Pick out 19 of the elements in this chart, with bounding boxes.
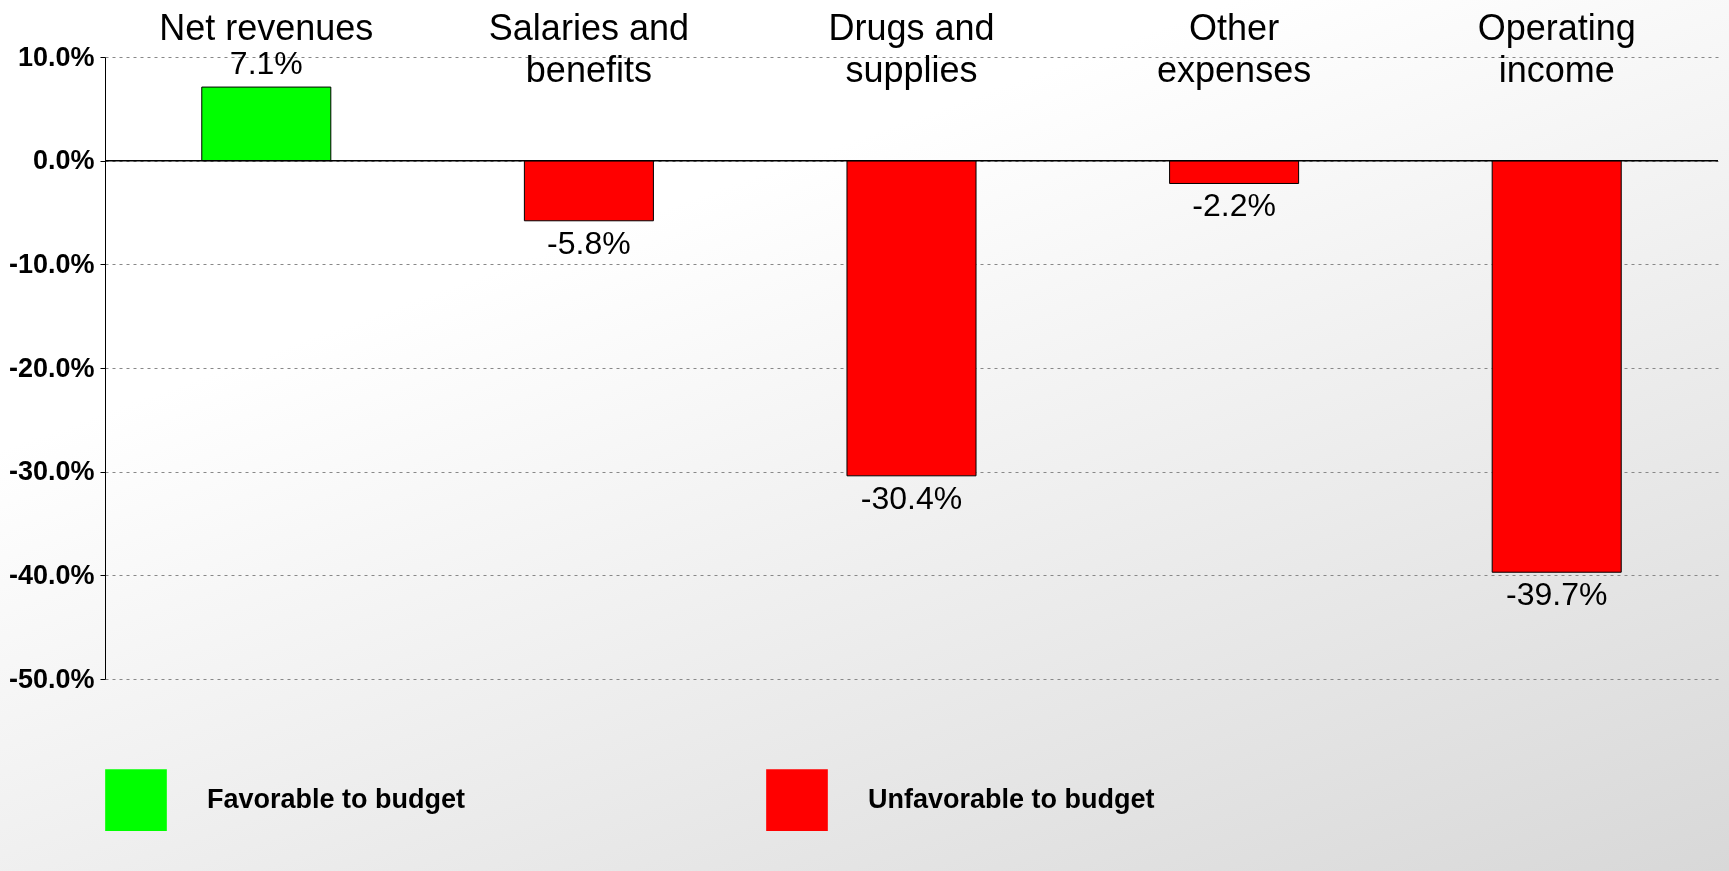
x-tick-label: Other expenses bbox=[1157, 6, 1312, 90]
x-tick-label: Net revenues bbox=[159, 6, 374, 48]
data-label: -30.4% bbox=[860, 479, 963, 516]
x-tick-label: Salaries and benefits bbox=[488, 6, 689, 90]
x-tick-label: Operating income bbox=[1477, 6, 1636, 90]
y-tick-label: -40.0% bbox=[8, 559, 95, 590]
data-label: -2.2% bbox=[1192, 187, 1276, 224]
legend-label: Favorable to budget bbox=[207, 784, 466, 815]
y-tick-label: -10.0% bbox=[8, 248, 95, 279]
data-label: -5.8% bbox=[547, 224, 631, 261]
y-tick-label: 0.0% bbox=[32, 145, 95, 176]
x-tick-label: Drugs and supplies bbox=[828, 6, 995, 90]
y-tick-label: 10.0% bbox=[17, 41, 95, 72]
legend-label: Unfavorable to budget bbox=[868, 784, 1155, 815]
y-tick-label: -30.0% bbox=[8, 456, 95, 487]
data-label: -39.7% bbox=[1506, 576, 1608, 613]
data-label: 7.1% bbox=[229, 45, 303, 82]
y-tick-label: -20.0% bbox=[8, 352, 95, 383]
y-tick-label: -50.0% bbox=[8, 663, 95, 694]
